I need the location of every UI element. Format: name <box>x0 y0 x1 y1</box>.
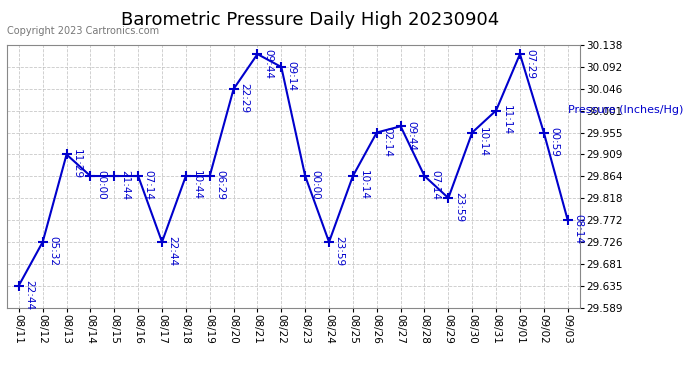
Text: 22:44: 22:44 <box>24 280 34 310</box>
Text: 10:44: 10:44 <box>191 171 201 201</box>
Text: 23:59: 23:59 <box>335 237 344 267</box>
Text: 07:14: 07:14 <box>144 171 154 201</box>
Text: 21:44: 21:44 <box>120 171 130 201</box>
Text: 07:29: 07:29 <box>526 48 535 78</box>
Text: 11:29: 11:29 <box>72 149 82 179</box>
Text: 02:14: 02:14 <box>382 127 393 157</box>
Text: Barometric Pressure Daily High 20230904: Barometric Pressure Daily High 20230904 <box>121 11 500 29</box>
Text: 00:00: 00:00 <box>310 171 321 200</box>
Text: 09:44: 09:44 <box>406 121 416 151</box>
Text: 00:59: 00:59 <box>549 127 560 157</box>
Text: 10:14: 10:14 <box>359 171 368 201</box>
Text: 10:14: 10:14 <box>477 127 488 157</box>
Text: 22:29: 22:29 <box>239 83 249 114</box>
Text: 00:00: 00:00 <box>96 171 106 200</box>
Text: 22:44: 22:44 <box>168 237 177 267</box>
Text: 11:14: 11:14 <box>502 105 512 135</box>
Text: 09:14: 09:14 <box>287 62 297 92</box>
Text: 08:14: 08:14 <box>573 214 583 244</box>
Text: 09:44: 09:44 <box>263 48 273 78</box>
Text: 07:14: 07:14 <box>430 171 440 201</box>
Text: Pressure (Inches/Hg): Pressure (Inches/Hg) <box>568 105 683 115</box>
Text: Copyright 2023 Cartronics.com: Copyright 2023 Cartronics.com <box>7 26 159 36</box>
Text: 06:29: 06:29 <box>215 171 226 201</box>
Text: 23:59: 23:59 <box>454 192 464 223</box>
Text: 05:32: 05:32 <box>48 237 58 267</box>
